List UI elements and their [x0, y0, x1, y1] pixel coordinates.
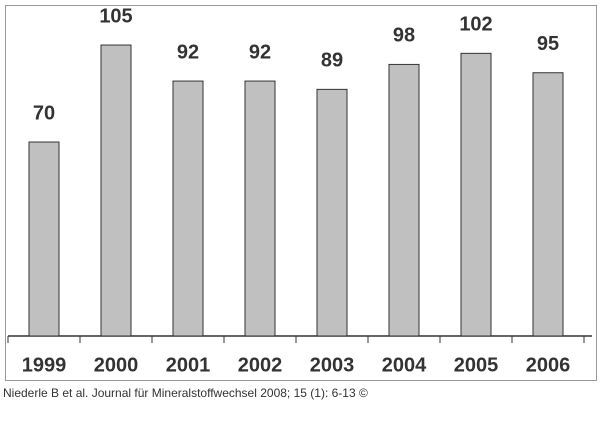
bar — [388, 63, 420, 337]
bar — [100, 44, 132, 337]
value-label: 98 — [393, 25, 415, 47]
x-tick-label: 2002 — [238, 354, 283, 376]
x-tick-label: 2003 — [310, 354, 355, 376]
bar — [172, 80, 204, 337]
value-label: 95 — [537, 33, 559, 55]
bar — [244, 80, 276, 337]
x-tick-label: 1999 — [22, 354, 67, 376]
x-tick-label: 2006 — [526, 354, 571, 376]
value-label: 70 — [33, 102, 55, 124]
bar — [532, 72, 564, 337]
bar — [316, 88, 348, 337]
value-label: 92 — [249, 41, 271, 63]
bar — [28, 141, 60, 337]
x-tick-label: 2000 — [94, 354, 139, 376]
x-tick-label: 2001 — [166, 354, 211, 376]
value-label: 102 — [459, 14, 492, 36]
x-tick-label: 2004 — [382, 354, 427, 376]
value-label: 105 — [99, 5, 132, 27]
x-tick-label: 2005 — [454, 354, 499, 376]
bar — [460, 52, 492, 337]
value-label: 92 — [177, 41, 199, 63]
source-caption: Niederle B et al. Journal für Mineralsto… — [3, 386, 368, 400]
value-label: 89 — [321, 50, 343, 72]
frame — [5, 5, 597, 381]
